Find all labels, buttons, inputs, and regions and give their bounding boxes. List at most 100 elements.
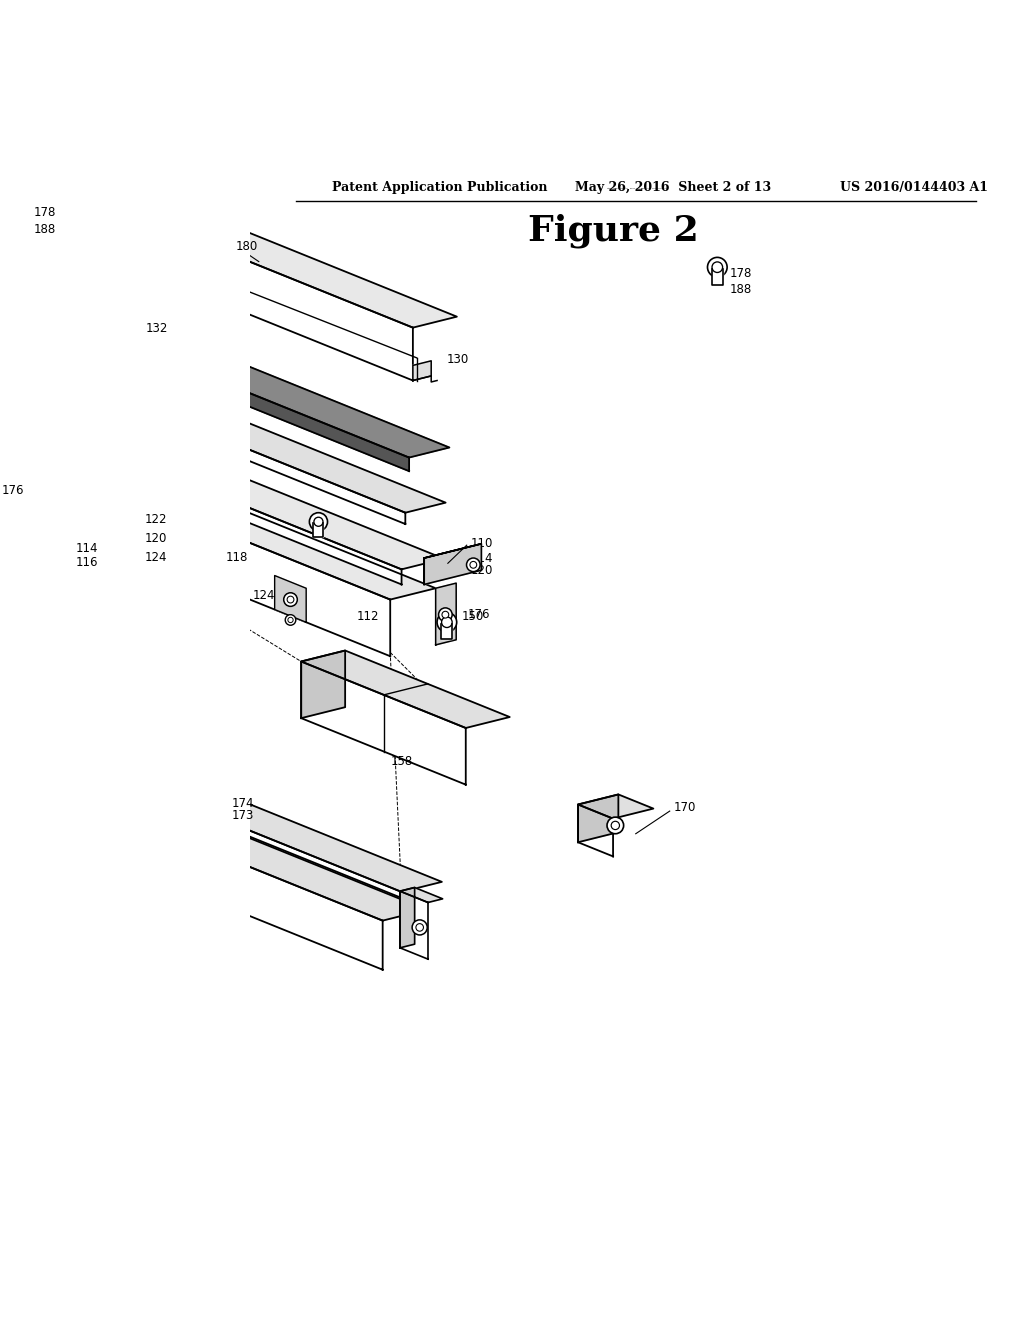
Polygon shape (90, 375, 130, 397)
Polygon shape (40, 781, 383, 970)
Text: 114: 114 (470, 552, 493, 565)
Polygon shape (578, 795, 618, 842)
Polygon shape (22, 512, 33, 528)
Text: US 2016/0144403 A1: US 2016/0144403 A1 (840, 181, 988, 194)
Circle shape (78, 214, 88, 224)
Circle shape (284, 593, 297, 606)
Circle shape (416, 924, 424, 931)
Text: May 26, 2016  Sheet 2 of 13: May 26, 2016 Sheet 2 of 13 (575, 181, 771, 194)
Polygon shape (8, 759, 76, 781)
Polygon shape (97, 322, 450, 458)
Polygon shape (424, 544, 481, 558)
Polygon shape (97, 331, 410, 471)
Polygon shape (104, 193, 457, 327)
Polygon shape (104, 203, 413, 380)
Text: Figure 2: Figure 2 (527, 214, 698, 248)
Polygon shape (68, 458, 435, 599)
Circle shape (103, 818, 119, 834)
Circle shape (467, 558, 480, 572)
Polygon shape (301, 651, 510, 729)
Text: 173: 173 (231, 809, 254, 822)
Polygon shape (301, 651, 345, 718)
Polygon shape (68, 470, 390, 656)
Text: 158: 158 (390, 755, 413, 767)
Text: 124: 124 (252, 589, 274, 602)
Polygon shape (90, 375, 445, 512)
Text: 124: 124 (145, 550, 168, 564)
Polygon shape (97, 322, 138, 346)
Text: 110: 110 (470, 537, 493, 550)
Circle shape (712, 261, 723, 272)
Circle shape (74, 491, 87, 504)
Polygon shape (104, 193, 148, 256)
Circle shape (288, 618, 293, 623)
Polygon shape (400, 887, 415, 948)
Circle shape (708, 257, 727, 277)
Polygon shape (424, 544, 481, 585)
Text: 178: 178 (34, 206, 56, 219)
Polygon shape (400, 887, 442, 903)
Text: 170: 170 (674, 801, 696, 814)
Circle shape (286, 615, 296, 626)
Polygon shape (400, 891, 428, 960)
Polygon shape (78, 220, 88, 238)
Text: 188: 188 (34, 223, 56, 236)
Text: 120: 120 (470, 565, 493, 577)
Text: 130: 130 (446, 354, 468, 367)
Polygon shape (313, 523, 324, 537)
Polygon shape (274, 576, 306, 622)
Polygon shape (578, 795, 653, 818)
Polygon shape (208, 535, 237, 594)
Polygon shape (83, 441, 401, 585)
Text: 150: 150 (462, 610, 484, 623)
Text: 122: 122 (145, 513, 168, 525)
Circle shape (611, 821, 620, 829)
Circle shape (470, 561, 477, 568)
Polygon shape (90, 385, 406, 524)
Circle shape (22, 506, 32, 516)
Polygon shape (413, 360, 431, 380)
Polygon shape (435, 583, 456, 645)
Circle shape (607, 817, 624, 834)
Polygon shape (8, 770, 36, 837)
Polygon shape (8, 759, 48, 826)
Polygon shape (301, 661, 466, 784)
Polygon shape (69, 747, 110, 763)
Circle shape (309, 512, 328, 531)
Polygon shape (578, 804, 613, 857)
Text: Patent Application Publication    May 26, 2016  Sheet 2 of 13    US 2016/0144403: Patent Application Publication May 26, 2… (607, 187, 668, 189)
Text: 174: 174 (231, 797, 254, 810)
Text: Patent Application Publication: Patent Application Publication (332, 181, 548, 194)
Circle shape (442, 611, 449, 618)
Circle shape (73, 209, 92, 228)
Text: 116: 116 (76, 556, 98, 569)
Polygon shape (83, 430, 125, 455)
Text: 178: 178 (730, 267, 753, 280)
Polygon shape (69, 758, 401, 898)
Circle shape (77, 494, 84, 502)
Polygon shape (83, 430, 444, 569)
Circle shape (412, 920, 427, 935)
Polygon shape (68, 463, 93, 527)
Polygon shape (69, 747, 442, 892)
Circle shape (287, 597, 294, 603)
Circle shape (106, 822, 115, 830)
Text: 118: 118 (226, 550, 248, 564)
Text: 180: 180 (237, 240, 258, 253)
Text: 188: 188 (730, 284, 753, 297)
Circle shape (314, 517, 323, 527)
Polygon shape (441, 624, 453, 639)
Text: 120: 120 (145, 532, 168, 545)
Circle shape (17, 502, 37, 521)
Text: 114: 114 (76, 543, 98, 556)
Polygon shape (68, 458, 114, 527)
Circle shape (437, 612, 457, 632)
Text: 132: 132 (145, 322, 168, 335)
Polygon shape (40, 771, 83, 832)
Text: 112: 112 (356, 610, 379, 623)
Text: 176: 176 (2, 483, 25, 496)
Circle shape (438, 609, 453, 622)
Polygon shape (40, 771, 427, 920)
Text: 176: 176 (468, 609, 490, 622)
Circle shape (441, 616, 453, 627)
